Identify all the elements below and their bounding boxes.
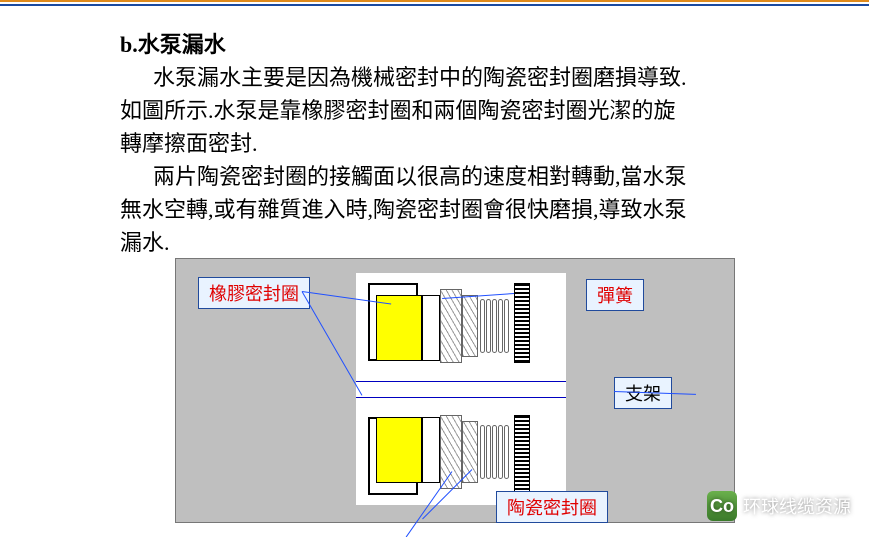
ceramic-bot-1: [440, 415, 462, 489]
ceramic-bot-2: [462, 421, 478, 483]
paragraph-2: 兩片陶瓷密封圈的接觸面以很高的速度相對轉動,當水泵無水空轉,或有雜質進入時,陶瓷…: [120, 160, 690, 259]
rubber-seal-top: [376, 295, 422, 361]
sleeve-bot: [422, 417, 440, 483]
diagram-canvas: [356, 273, 566, 505]
label-rubber-seal: 橡膠密封圈: [198, 277, 310, 309]
ceramic-top-1: [440, 289, 462, 363]
rubber-seal-bot: [376, 417, 422, 483]
callout-rubber-2: [302, 291, 363, 395]
header-rule: [0, 0, 869, 6]
watermark-text: 环球线缆资源: [743, 493, 851, 519]
spring-bot: [480, 425, 512, 479]
label-ceramic-seal: 陶瓷密封圈: [496, 491, 608, 523]
wechat-icon: Co: [707, 491, 737, 521]
label-spring: 彈簧: [586, 279, 644, 311]
shaft-line-lower: [356, 397, 566, 398]
diagram-frame: 橡膠密封圈 彈簧 支架 陶瓷密封圈: [175, 258, 735, 523]
body-text: b.水泵漏水 水泵漏水主要是因為機械密封中的陶瓷密封圈磨損導致.如圖所示.水泵是…: [120, 28, 690, 259]
watermark: Co 环球线缆资源: [707, 491, 851, 521]
ceramic-top-2: [462, 295, 478, 357]
paragraph-1: 水泵漏水主要是因為機械密封中的陶瓷密封圈磨損導致.如圖所示.水泵是靠橡膠密封圈和…: [120, 61, 690, 160]
sleeve-top: [422, 295, 440, 361]
bracket-bot: [514, 415, 530, 495]
spring-top: [480, 299, 512, 353]
shaft-line-upper: [356, 381, 566, 382]
bracket-top: [514, 283, 530, 363]
section-title: b.水泵漏水: [120, 32, 226, 57]
